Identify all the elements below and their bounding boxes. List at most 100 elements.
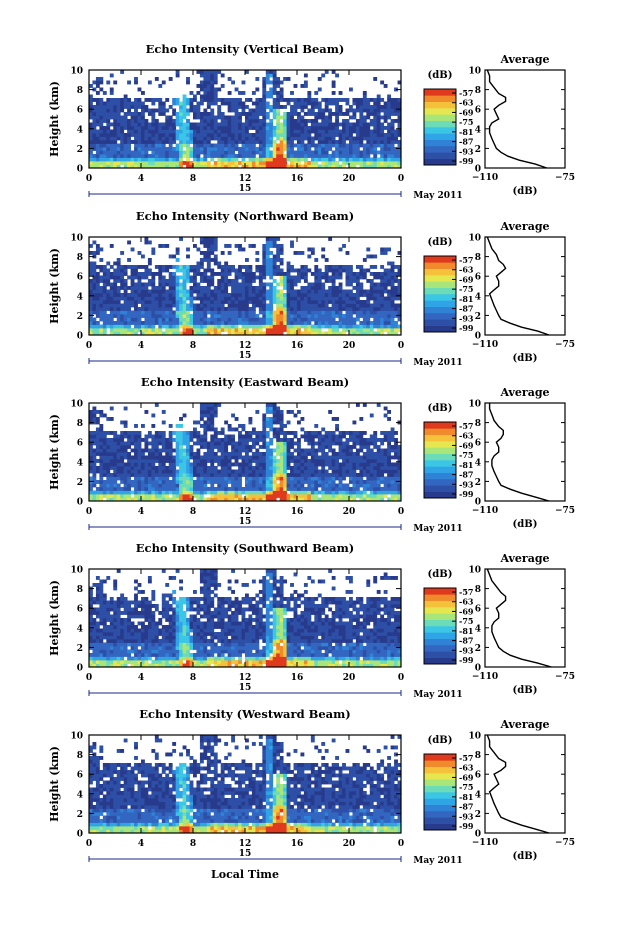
heatmap-cell [207, 81, 211, 85]
heatmap-cell [193, 140, 197, 144]
heatmap-cell [207, 456, 211, 460]
heatmap-cell [280, 88, 284, 92]
heatmap-cell [259, 477, 263, 481]
heatmap-cell [217, 144, 221, 148]
heatmap-cell [231, 123, 235, 127]
heatmap-cell [273, 91, 277, 95]
heatmap-cell [276, 487, 280, 491]
heatmap-cell [169, 487, 173, 491]
heatmap-cell [259, 265, 263, 269]
heatmap-cell [144, 109, 148, 113]
heatmap-cell [120, 463, 124, 467]
heatmap-cell [155, 304, 159, 308]
heatmap-cell [266, 417, 270, 421]
heatmap-cell [332, 98, 336, 102]
heatmap-cell [96, 151, 100, 155]
heatmap-cell [207, 116, 211, 120]
heatmap-cell [165, 473, 169, 477]
heatmap-cell [196, 123, 200, 127]
heatmap-cell [314, 283, 318, 287]
heatmap-cell [203, 459, 207, 463]
heatmap-cell [99, 311, 103, 315]
heatmap-cell [384, 300, 388, 304]
heatmap-cell [370, 112, 374, 116]
heatmap-cell [266, 445, 270, 449]
heatmap-cell [266, 424, 270, 428]
heatmap-cell [290, 144, 294, 148]
heatmap-cell [158, 286, 162, 290]
heatmap-cell [162, 126, 166, 130]
heatmap-cell [96, 272, 100, 276]
heatmap-cell [248, 297, 252, 301]
heatmap-cell [328, 314, 332, 318]
heatmap-cell [366, 105, 370, 109]
heatmap-cell [356, 151, 360, 155]
heatmap-cell [245, 466, 249, 470]
heatmap-cell [99, 105, 103, 109]
heatmap-cell [203, 140, 207, 144]
heatmap-cell [176, 325, 180, 329]
heatmap-cell [287, 77, 291, 81]
heatmap-cell [92, 484, 96, 488]
heatmap-cell [294, 119, 298, 123]
heatmap-cell [394, 154, 398, 158]
heatmap-cell [262, 445, 266, 449]
heatmap-cell [186, 487, 190, 491]
heatmap-cell [110, 321, 114, 325]
heatmap-cell [200, 251, 204, 255]
heatmap-cell [235, 456, 239, 460]
heatmap-cell [99, 109, 103, 113]
heatmap-cell [217, 154, 221, 158]
heatmap-cell [235, 300, 239, 304]
heatmap-cell [342, 161, 346, 165]
heatmap-cell [110, 328, 114, 332]
heatmap-cell [96, 116, 100, 120]
heatmap-cell [214, 126, 218, 130]
heatmap-cell [131, 272, 135, 276]
heatmap-cell [262, 244, 266, 248]
heatmap-cell [248, 311, 252, 315]
heatmap-cell [141, 290, 145, 294]
heatmap-cell [387, 154, 391, 158]
heatmap-cell [356, 161, 360, 165]
heatmap-cell [196, 438, 200, 442]
heatmap-cell [300, 300, 304, 304]
heatmap-cell [131, 491, 135, 495]
heatmap-cell [183, 126, 187, 130]
heatmap-cell [117, 477, 121, 481]
heatmap-cell [366, 154, 370, 158]
heatmap-cell [262, 119, 266, 123]
heatmap-cell [200, 74, 204, 78]
heatmap-cell [210, 297, 214, 301]
heatmap-cell [124, 297, 128, 301]
heatmap-cell [124, 494, 128, 498]
heatmap-cell [148, 456, 152, 460]
heatmap-cell [117, 311, 121, 315]
heatmap-cell [186, 154, 190, 158]
heatmap-cell [318, 133, 322, 137]
heatmap-cell [96, 279, 100, 283]
heatmap-cell [224, 154, 228, 158]
heatmap-cell [269, 241, 273, 245]
heatmap-cell [328, 109, 332, 113]
heatmap-cell [148, 147, 152, 151]
heatmap-cell [235, 491, 239, 495]
heatmap-cell [297, 147, 301, 151]
heatmap-cell [214, 98, 218, 102]
heatmap-cell [252, 477, 256, 481]
heatmap-cell [394, 314, 398, 318]
heatmap-cell [207, 105, 211, 109]
heatmap-cell [169, 158, 173, 162]
heatmap-cell [141, 109, 145, 113]
heatmap-cell [120, 151, 124, 155]
heatmap-cell [380, 109, 384, 113]
heatmap-cell [366, 311, 370, 315]
heatmap-cell [276, 112, 280, 116]
colorbar-swatch [424, 294, 456, 301]
heatmap-cell [328, 311, 332, 315]
heatmap-cell [207, 445, 211, 449]
heatmap-cell [183, 133, 187, 137]
heatmap-cell [92, 438, 96, 442]
heatmap-cell [297, 154, 301, 158]
heatmap-cell [283, 158, 287, 162]
